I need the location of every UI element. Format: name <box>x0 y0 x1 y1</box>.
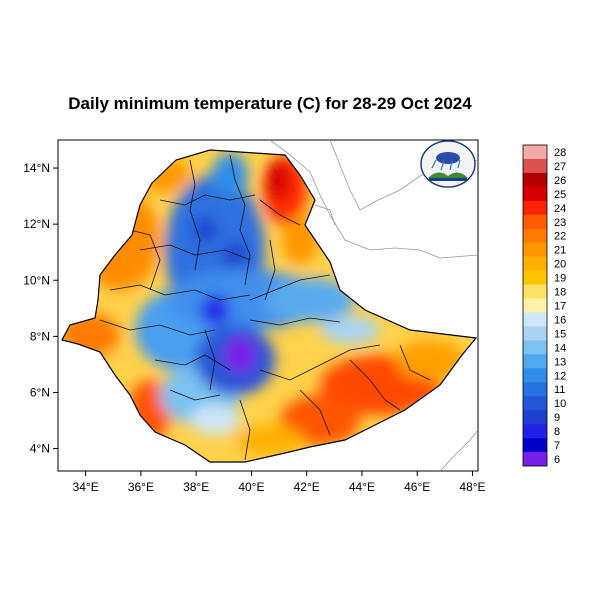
colorbar-label: 17 <box>554 301 566 313</box>
colorbar-swatch <box>523 340 547 355</box>
colorbar-label: 8 <box>554 426 560 438</box>
map-title: Daily minimum temperature (C) for 28-29 … <box>68 94 472 113</box>
colorbar-swatch <box>523 382 547 397</box>
colorbar-label: 22 <box>554 231 566 243</box>
colorbar-label: 28 <box>554 147 566 159</box>
y-tick-label: 4°N <box>30 442 50 456</box>
colorbar-swatch <box>523 298 547 313</box>
colorbar-swatch <box>523 438 547 453</box>
colorbar-label: 19 <box>554 273 566 285</box>
colorbar-swatch <box>523 354 547 369</box>
colorbar-label: 7 <box>554 440 560 452</box>
colorbar-swatch <box>523 256 547 271</box>
colorbar-label: 23 <box>554 217 566 229</box>
colorbar-label: 16 <box>554 314 566 326</box>
colorbar-swatch <box>523 368 547 383</box>
x-tick-label: 46°E <box>404 480 430 494</box>
colorbar-label: 26 <box>554 175 566 187</box>
x-tick-label: 40°E <box>238 480 264 494</box>
colorbar-swatch <box>523 424 547 439</box>
colorbar-label: 9 <box>554 412 560 424</box>
colorbar-border <box>522 144 548 467</box>
colorbar-label: 20 <box>554 259 566 271</box>
colorbar-swatch <box>523 284 547 299</box>
colorbar-swatch <box>523 270 547 285</box>
x-axis: 34°E 36°E 38°E 40°E 42°E 44°E 46°E 48°E <box>73 471 486 494</box>
y-tick-label: 6°N <box>30 385 50 399</box>
y-tick-label: 12°N <box>23 217 50 231</box>
colorbar-swatch <box>523 186 547 202</box>
colorbar-label: 10 <box>554 398 566 410</box>
colorbar-swatch <box>523 158 547 174</box>
ethiopian-meteorology-institute-logo <box>420 140 476 188</box>
y-axis: 4°N 6°N 8°N 10°N 12°N 14°N <box>23 161 58 456</box>
colorbar-swatch <box>523 145 547 160</box>
colorbar-swatch <box>523 228 547 243</box>
colorbar-swatch <box>523 452 547 467</box>
colorbar-swatch <box>523 242 547 257</box>
colorbar-swatch <box>523 200 547 216</box>
y-tick-label: 8°N <box>30 329 50 343</box>
colorbar-label: 6 <box>554 454 560 466</box>
x-tick-label: 36°E <box>128 480 154 494</box>
y-tick-label: 14°N <box>23 161 50 175</box>
zone-boundaries <box>99 154 431 461</box>
colorbar-label: 27 <box>554 161 566 173</box>
colorbar-label: 13 <box>554 356 566 368</box>
colorbar-label: 24 <box>554 203 566 215</box>
x-tick-label: 48°E <box>459 480 485 494</box>
x-tick-label: 34°E <box>73 480 99 494</box>
x-tick-label: 42°E <box>294 480 320 494</box>
x-tick-label: 44°E <box>349 480 375 494</box>
colorbar-label: 12 <box>554 370 566 382</box>
colorbar-swatch <box>523 326 547 341</box>
colorbar-label: 14 <box>554 342 566 354</box>
colorbar-swatch <box>523 214 547 230</box>
x-tick-label: 38°E <box>183 480 209 494</box>
colorbar-swatch <box>523 410 547 425</box>
colorbar-label: 18 <box>554 287 566 299</box>
colorbar-swatch <box>523 396 547 411</box>
country-outline <box>61 149 478 463</box>
colorbar-swatch <box>523 172 547 188</box>
colorbar-label: 21 <box>554 245 566 257</box>
colorbar-label: 11 <box>554 384 565 396</box>
y-tick-label: 10°N <box>23 273 50 287</box>
colorbar-swatch <box>523 312 547 327</box>
colorbar-label: 15 <box>554 328 566 340</box>
colorbar-label: 25 <box>554 189 566 201</box>
